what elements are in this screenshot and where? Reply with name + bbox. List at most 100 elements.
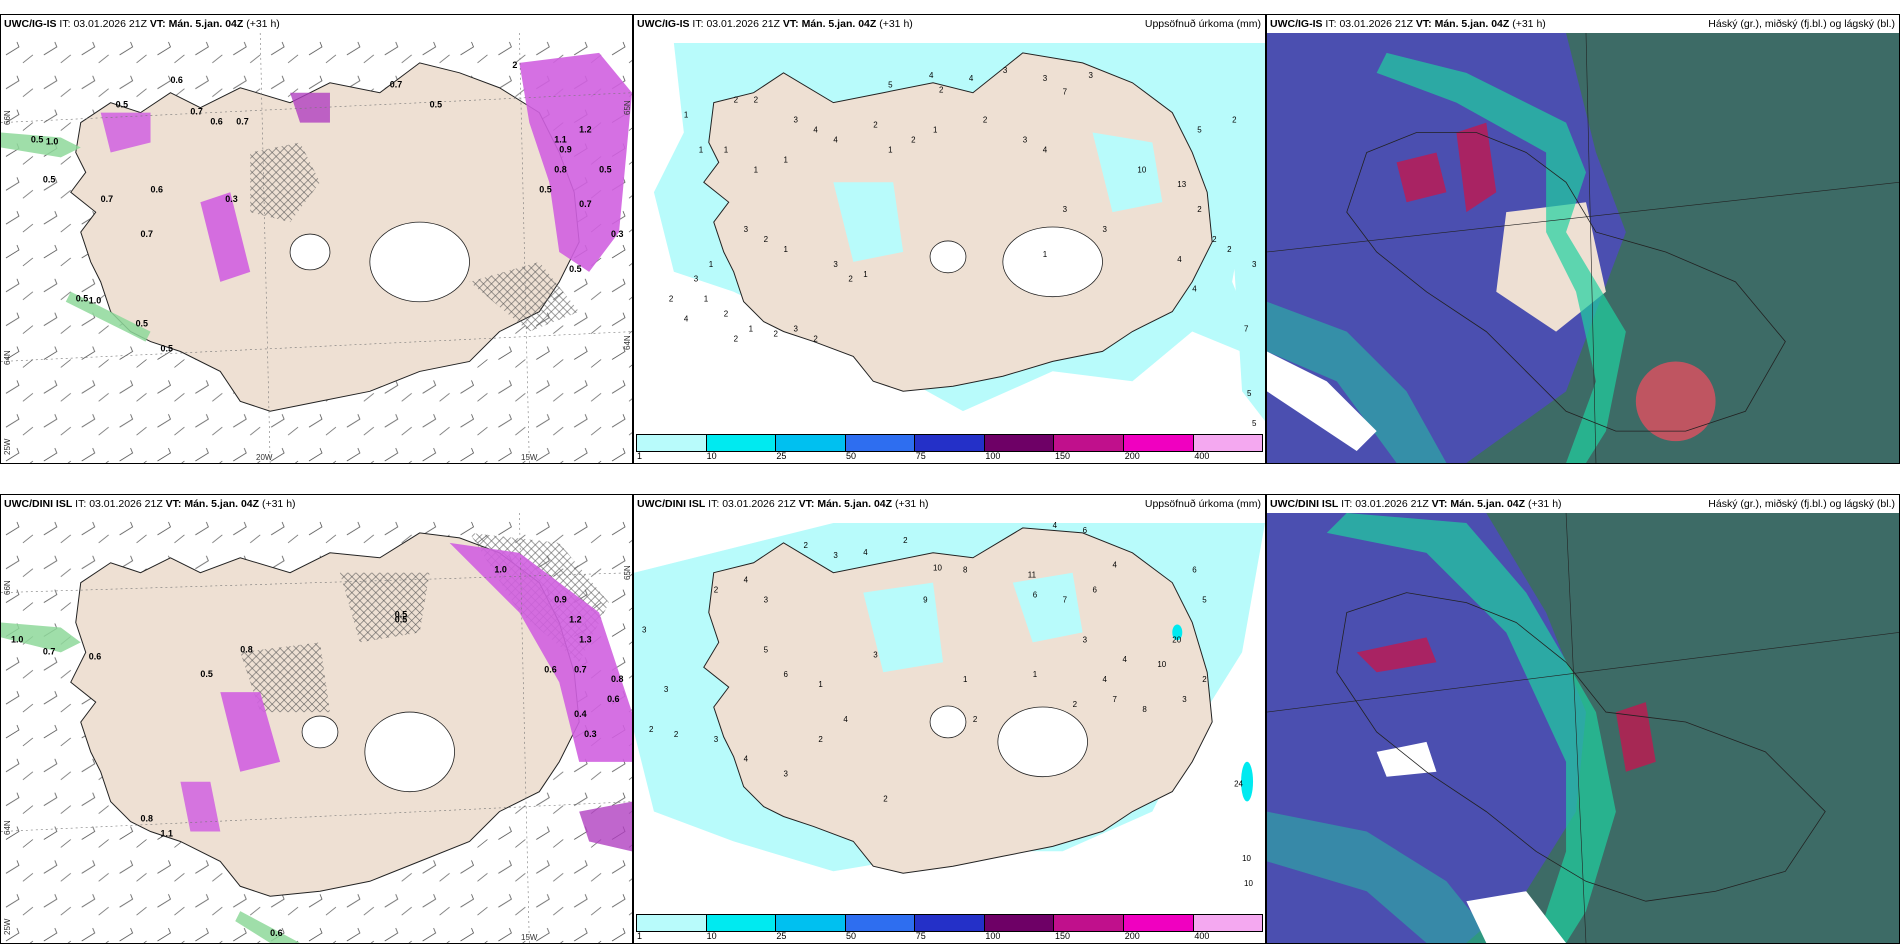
precip-value: 3 <box>1089 71 1094 80</box>
value-label: 0.5 <box>200 669 212 679</box>
coord-label: 65N <box>623 100 632 115</box>
precip-value: 11 <box>1028 571 1037 580</box>
cloud-map <box>1267 513 1899 943</box>
value-label: 0.7 <box>101 194 113 204</box>
precip-value: 4 <box>1192 285 1197 294</box>
precip-value: 4 <box>1112 561 1117 570</box>
precip-value: 2 <box>983 116 988 125</box>
colorbar-swatch <box>637 915 707 931</box>
precip-value: 2 <box>1073 700 1078 709</box>
panel-header: UWC/DINI ISL IT: 03.01.2026 21Z VT: Mán.… <box>634 495 1265 513</box>
precip-value: 1 <box>1043 250 1048 259</box>
colorbar: 1 10 25 50 75 100 150 200 400 <box>634 913 1265 943</box>
colorbar-label: 25 <box>776 451 787 461</box>
precip-value: 4 <box>1177 255 1182 264</box>
snow-purple <box>449 542 632 762</box>
colorbar: 1 10 25 50 75 100 150 200 400 <box>634 433 1265 463</box>
colorbar-label: 25 <box>776 931 787 941</box>
colorbar-swatches <box>636 914 1263 932</box>
precip-value: 2 <box>803 541 808 550</box>
precip-value: 3 <box>694 275 699 284</box>
value-label: 1.2 <box>569 614 581 624</box>
precip-value: 1 <box>888 145 893 154</box>
vt-value: Mán. 5.jan. 04Z <box>817 498 893 510</box>
map-area <box>1267 33 1899 463</box>
map-area: 3 2 4 3 2 3 4 2 10 8 4 6 6 7 6 9 11 4 20… <box>634 513 1265 913</box>
precip-value: 4 <box>1103 675 1108 684</box>
cloud-low-band <box>1267 811 1497 943</box>
colorbar-swatch <box>637 435 707 451</box>
colorbar-swatch <box>1123 435 1194 451</box>
it-label: IT: <box>1325 18 1337 30</box>
colorbar-swatch <box>706 915 777 931</box>
it-label: IT: <box>708 498 720 510</box>
value-label: 1.0 <box>46 136 58 146</box>
value-label: 0.3 <box>584 729 596 739</box>
precip-value: 7 <box>1244 325 1249 334</box>
precip-value: 2 <box>883 795 888 804</box>
precip-value: 4 <box>833 135 838 144</box>
value-label: 0.8 <box>240 644 252 654</box>
it-value: 03.01.2026 21Z <box>1339 18 1413 30</box>
precip-value: 2 <box>774 329 779 338</box>
precip-value: 3 <box>642 625 647 634</box>
precip-value: 10 <box>1242 854 1251 863</box>
precip-value: 8 <box>1142 705 1147 714</box>
colorbar-label: 10 <box>706 451 717 461</box>
colorbar-swatch <box>984 435 1055 451</box>
colorbar-label: 50 <box>846 451 857 461</box>
precip-value: 24 <box>1234 780 1243 789</box>
value-label: 0.6 <box>151 184 163 194</box>
precip-value: 4 <box>744 576 749 585</box>
colorbar-label: 1 <box>637 451 643 461</box>
it-value: 03.01.2026 21Z <box>1355 498 1429 510</box>
precip-value: 1 <box>963 675 968 684</box>
value-label: 0.3 <box>225 194 237 204</box>
coord-label: 64N <box>3 350 12 365</box>
hatched-area <box>469 261 580 332</box>
glacier <box>369 221 470 303</box>
cloud-map <box>1267 33 1899 463</box>
snow-purple <box>220 692 281 772</box>
precip-value: 3 <box>714 735 719 744</box>
precip-value: 5 <box>764 645 769 654</box>
vt-label: VT: <box>149 18 166 30</box>
value-label: 1.1 <box>554 134 566 144</box>
colorbar-label: 100 <box>985 931 1001 941</box>
model-name: UWC/DINI ISL <box>637 498 706 510</box>
lead-time: (+31 h) <box>1527 498 1562 510</box>
vt-label: VT: <box>782 18 799 30</box>
value-label: 1.1 <box>160 829 172 839</box>
colorbar-label: 200 <box>1124 451 1140 461</box>
snow-purple <box>579 801 632 852</box>
vt-value: Mán. 5.jan. 04Z <box>1434 18 1510 30</box>
cloud-low-band <box>1267 301 1447 463</box>
precip-value: 2 <box>1212 235 1217 244</box>
precip-value: 3 <box>833 551 838 560</box>
snow-purple <box>100 112 151 153</box>
precip-value: 10 <box>1157 660 1166 669</box>
grid-lines <box>1 33 632 463</box>
panel-top-left: UWC/IG-IS IT: 03.01.2026 21Z VT: Mán. 5.… <box>0 14 633 464</box>
precip-area <box>1092 132 1163 213</box>
precip-value: 1 <box>749 325 754 334</box>
colorbar-label: 10 <box>706 931 717 941</box>
value-label: 0.5 <box>76 294 88 304</box>
precip-value: 3 <box>784 770 789 779</box>
coord-label: 15W <box>521 453 538 462</box>
value-label: 0.6 <box>607 694 619 704</box>
value-label: 0.5 <box>136 319 148 329</box>
cloud-white <box>1267 351 1377 452</box>
precip-value: 3 <box>1103 225 1108 234</box>
colorbar-label: 150 <box>1055 931 1071 941</box>
value-label: 0.5 <box>599 164 611 174</box>
precip-value: 1 <box>863 270 868 279</box>
glacier <box>1002 226 1103 298</box>
glacier <box>997 706 1088 778</box>
precip-value: 3 <box>873 650 878 659</box>
value-label: 1.2 <box>579 125 591 135</box>
coord-label: 25W <box>3 918 12 935</box>
value-label: 0.5 <box>31 134 43 144</box>
vt-label: VT: <box>1415 18 1432 30</box>
it-label: IT: <box>59 18 71 30</box>
